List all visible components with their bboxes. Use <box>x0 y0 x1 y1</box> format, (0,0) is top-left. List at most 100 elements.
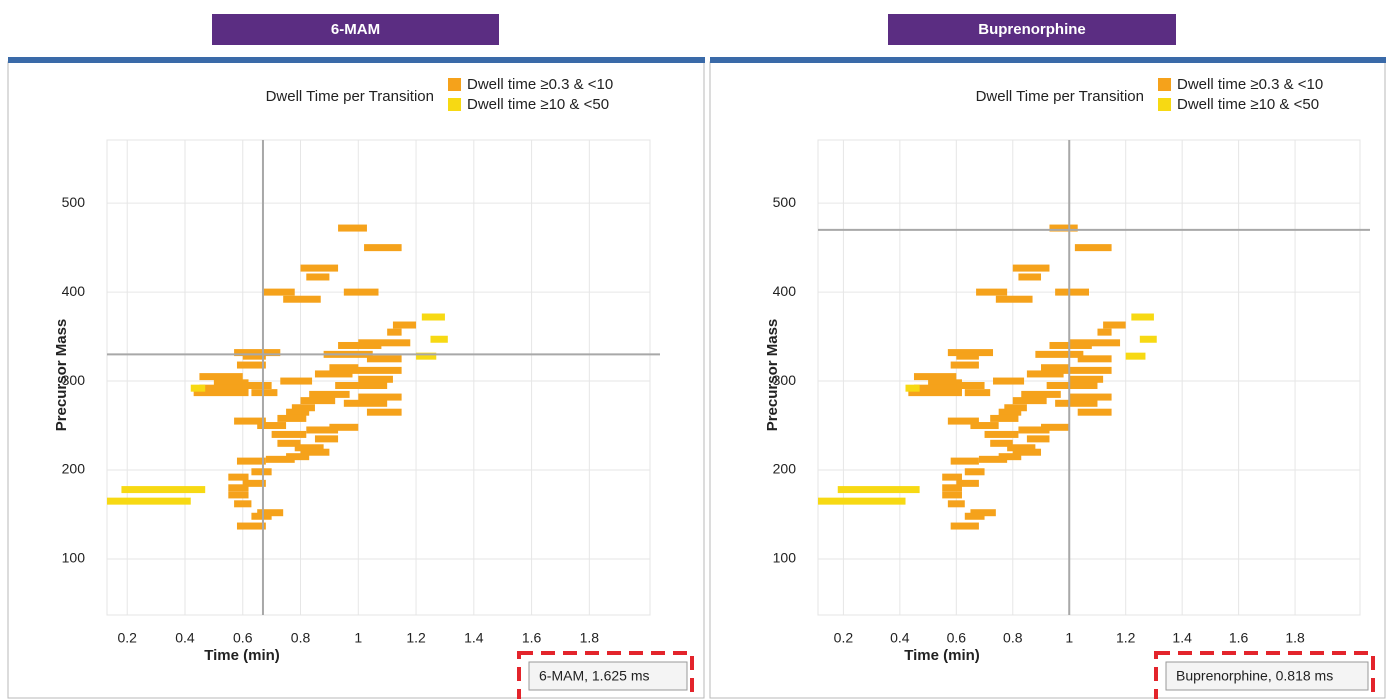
segment <box>236 361 266 369</box>
annotation: Buprenorphine, 0.818 ms <box>1176 668 1333 684</box>
segment <box>190 384 206 392</box>
segment <box>913 373 957 381</box>
segment <box>291 404 315 412</box>
segment <box>993 377 1025 385</box>
x-tick-label: 1.4 <box>1172 630 1192 646</box>
segment <box>978 455 1008 463</box>
segment <box>1125 352 1146 360</box>
segment <box>984 430 1019 438</box>
segment <box>314 370 353 378</box>
segment <box>343 288 379 296</box>
segment <box>950 522 979 530</box>
x-tick-label: 0.2 <box>834 630 854 646</box>
segment <box>947 417 979 425</box>
segment <box>837 486 920 494</box>
segment <box>271 430 307 438</box>
segment <box>1021 390 1061 398</box>
x-tick-label: 0.2 <box>117 630 137 646</box>
segment <box>314 435 339 443</box>
y-tick-label: 100 <box>62 550 86 566</box>
header: 6-MAM <box>331 21 380 38</box>
segment <box>1069 339 1121 347</box>
segment <box>1046 382 1098 390</box>
segment <box>234 500 252 508</box>
panel-bar <box>710 57 1386 63</box>
y-tick-label: 400 <box>62 283 86 299</box>
segment <box>908 389 962 397</box>
segment <box>1077 355 1112 363</box>
header-box <box>212 14 499 45</box>
segment <box>1012 264 1050 272</box>
segment <box>306 426 339 434</box>
x-tick-label: 1.2 <box>406 630 426 646</box>
segment <box>1049 224 1078 232</box>
legend-title: Dwell Time per Transition <box>976 88 1144 105</box>
segment <box>1041 423 1070 431</box>
segment <box>1035 350 1084 358</box>
segment <box>995 295 1033 303</box>
segment <box>107 497 191 505</box>
segment <box>329 364 359 372</box>
highlight <box>517 651 694 699</box>
segment <box>309 390 350 398</box>
segment <box>430 335 448 343</box>
segment <box>1055 366 1112 374</box>
segment <box>335 382 388 390</box>
segment <box>251 512 272 520</box>
y-tick-label: 400 <box>773 283 797 299</box>
segment <box>366 408 402 416</box>
segment <box>956 382 985 390</box>
segment <box>1018 426 1050 434</box>
segment <box>228 473 249 481</box>
segment <box>1055 288 1089 296</box>
panel-bar <box>8 57 705 63</box>
segment <box>387 328 402 336</box>
highlight <box>1154 651 1375 699</box>
y-axis-label: Precursor Mass <box>764 319 781 432</box>
segment <box>913 384 962 392</box>
segment <box>251 468 272 476</box>
segment <box>970 509 996 517</box>
segment <box>236 522 266 530</box>
segment <box>1069 393 1112 401</box>
x-tick-label: 0.6 <box>947 630 967 646</box>
segment <box>964 468 985 476</box>
header: Buprenorphine <box>978 21 1086 38</box>
segment <box>283 295 321 303</box>
segment <box>265 455 295 463</box>
segment <box>280 377 313 385</box>
x-tick-label: 1.8 <box>1285 630 1305 646</box>
x-tick-label: 0.4 <box>175 630 195 646</box>
segment <box>1018 273 1042 281</box>
segment <box>121 486 206 494</box>
segment <box>421 313 445 321</box>
segment <box>1069 375 1104 383</box>
segment <box>1074 244 1112 252</box>
segment <box>1012 448 1042 456</box>
segment <box>242 479 266 487</box>
segment <box>338 224 367 232</box>
legend-swatch <box>1158 78 1171 91</box>
segment <box>1139 335 1157 343</box>
segment <box>234 417 266 425</box>
segment <box>947 500 965 508</box>
segment <box>976 288 1008 296</box>
segment <box>358 393 402 401</box>
segment <box>257 422 287 430</box>
legend-swatch <box>1158 98 1171 111</box>
x-axis-label: Time (min) <box>204 647 280 664</box>
legend-label: Dwell time ≥10 & <50 <box>467 96 609 113</box>
segment <box>329 423 359 431</box>
y-tick-label: 300 <box>773 372 797 388</box>
segment <box>956 352 979 360</box>
segment <box>294 444 324 452</box>
segment <box>242 352 266 360</box>
segment <box>358 339 411 347</box>
segment <box>277 439 301 447</box>
annotation: 6-MAM, 1.625 ms <box>539 668 649 684</box>
x-tick-label: 0.8 <box>1003 630 1023 646</box>
segment <box>990 439 1013 447</box>
segment <box>300 397 336 405</box>
legend-label: Dwell time ≥10 & <50 <box>1177 96 1319 113</box>
x-tick-label: 0.8 <box>291 630 311 646</box>
